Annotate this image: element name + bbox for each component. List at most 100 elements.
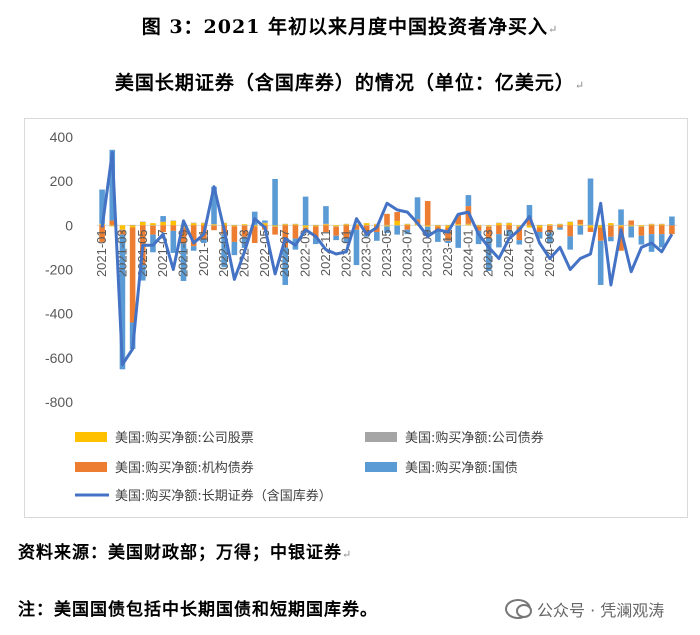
bar-treasury <box>577 225 584 235</box>
bar-corp <box>139 221 146 223</box>
bar-corp <box>201 222 207 224</box>
bar-equity <box>190 223 197 226</box>
bar-agency <box>658 225 665 235</box>
bar-equity <box>129 225 136 228</box>
y-tick-label: 400 <box>50 129 74 145</box>
y-tick-label: -400 <box>45 306 73 322</box>
bar-agency <box>628 220 635 225</box>
bar-treasury <box>119 234 126 370</box>
bar-agency <box>353 225 360 230</box>
bar-agency <box>241 225 248 237</box>
bar-agency <box>282 225 289 248</box>
bar-agency <box>231 226 238 242</box>
bar-equity <box>597 225 604 228</box>
bar-agency <box>180 227 187 244</box>
bar-treasury <box>475 230 482 245</box>
legend-label-treasury: 美国:购买净额:国债 <box>405 460 518 476</box>
legend-swatch-treasury <box>365 462 397 472</box>
bar-treasury <box>638 235 645 245</box>
bar-equity <box>231 225 238 227</box>
bar-treasury <box>618 209 624 225</box>
bar-equity <box>445 225 451 228</box>
bar-treasury <box>658 234 665 248</box>
bar-agency <box>170 225 177 231</box>
bar-treasury <box>516 240 523 245</box>
bar-equity <box>272 225 278 227</box>
legend-swatch-corp <box>365 432 397 442</box>
bar-treasury <box>669 216 675 226</box>
bar-equity <box>648 224 655 226</box>
bar-corp <box>160 221 166 223</box>
bar-agency <box>404 225 411 230</box>
bar-treasury <box>272 178 278 226</box>
bar-equity <box>435 225 441 227</box>
bar-equity <box>262 223 268 226</box>
bar-treasury <box>231 241 238 256</box>
bar-treasury <box>445 240 451 243</box>
bar-treasury <box>404 229 411 235</box>
bar-agency <box>455 215 462 225</box>
bar-corp <box>516 226 523 227</box>
bar-corp <box>577 225 584 226</box>
bar-corp <box>597 224 604 226</box>
bar-agency <box>608 225 614 237</box>
bar-equity <box>394 220 400 226</box>
bar-equity <box>424 225 431 227</box>
bar-treasury <box>241 236 248 248</box>
y-tick-label: -200 <box>45 262 73 278</box>
bar-agency <box>160 225 166 232</box>
bar-equity <box>658 224 665 226</box>
bar-corp <box>170 220 177 221</box>
bar-corp <box>435 224 441 226</box>
bar-corp <box>547 225 553 226</box>
bar-equity <box>109 225 116 227</box>
bar-corp <box>455 225 462 226</box>
bar-equity <box>312 225 319 227</box>
bar-corp <box>190 222 197 224</box>
bar-corp <box>567 221 573 223</box>
x-tick-label: 2023-11 <box>440 229 455 276</box>
bar-equity <box>506 223 512 226</box>
bar-treasury <box>414 197 421 220</box>
bar-equity <box>150 223 156 226</box>
bar-equity <box>343 224 350 226</box>
bar-treasury <box>567 236 573 250</box>
x-tick-label: 2024-05 <box>501 229 516 277</box>
bar-corp <box>119 229 126 231</box>
bar-corp <box>394 225 400 226</box>
bar-corp <box>282 223 289 225</box>
bar-corp <box>272 226 278 227</box>
bar-equity <box>251 225 258 227</box>
bar-treasury <box>485 237 492 272</box>
bar-corp <box>557 223 563 225</box>
bar-corp <box>526 224 533 226</box>
bar-equity <box>323 224 329 226</box>
bar-equity <box>241 224 248 226</box>
bar-agency <box>445 227 451 241</box>
bar-agency <box>485 226 492 238</box>
bar-treasury <box>160 216 166 222</box>
x-tick-label: 2022-09 <box>298 229 313 277</box>
bar-equity <box>516 225 523 227</box>
bar-corp <box>465 223 472 225</box>
bar-treasury <box>536 231 543 239</box>
bar-corp <box>536 224 543 226</box>
bar-treasury <box>384 226 390 234</box>
bar-agency <box>648 225 655 235</box>
bar-equity <box>170 220 177 226</box>
bar-treasury <box>496 234 502 248</box>
bar-agency <box>618 226 624 251</box>
bar-corp <box>658 223 665 225</box>
bar-corp <box>129 224 136 226</box>
bar-treasury <box>506 229 512 237</box>
bar-equity <box>455 224 462 226</box>
wechat-icon <box>505 599 532 619</box>
bar-agency <box>536 227 543 232</box>
bar-equity <box>384 225 390 227</box>
legend-swatch-equity <box>75 432 107 442</box>
bar-corp <box>628 224 635 226</box>
bar-corp <box>353 223 360 225</box>
bar-corp <box>587 224 594 226</box>
bar-corp <box>333 226 339 227</box>
